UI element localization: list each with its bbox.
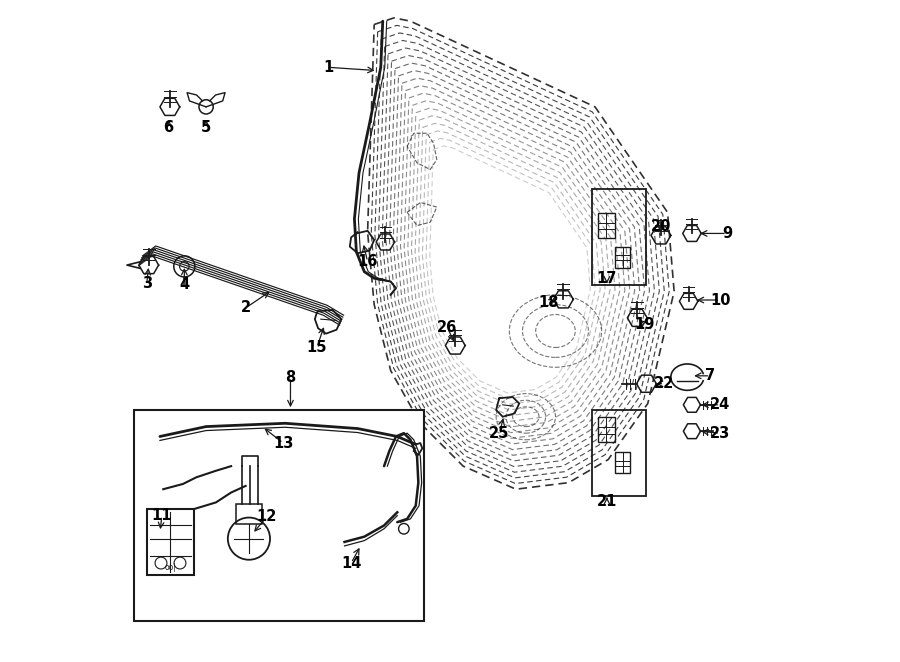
Text: 2: 2	[240, 301, 251, 315]
Bar	[591, 189, 646, 285]
Bar	[133, 410, 424, 621]
Text: 8: 8	[285, 369, 295, 385]
Text: 16: 16	[357, 254, 378, 269]
Text: 20: 20	[651, 219, 671, 234]
Text: 23: 23	[710, 426, 731, 441]
Text: 24: 24	[710, 397, 731, 412]
Bar	[598, 213, 615, 238]
Bar	[236, 504, 262, 524]
Bar	[616, 247, 630, 267]
Text: 3: 3	[141, 276, 152, 291]
Text: 12: 12	[256, 509, 277, 524]
Bar	[616, 452, 630, 473]
Bar	[598, 417, 615, 442]
Text: 7: 7	[706, 368, 716, 383]
Text: 22: 22	[654, 376, 674, 391]
Text: 21: 21	[597, 494, 617, 508]
Text: 18: 18	[538, 295, 559, 310]
Text: 6: 6	[163, 120, 173, 136]
Text: oo|: oo|	[165, 563, 176, 571]
Text: 26: 26	[437, 320, 457, 335]
Text: 5: 5	[201, 120, 212, 136]
Text: 13: 13	[273, 436, 293, 451]
Text: 25: 25	[490, 426, 509, 441]
Text: 1: 1	[323, 60, 333, 75]
Text: 15: 15	[307, 340, 327, 355]
Text: 17: 17	[597, 271, 617, 286]
Bar	[147, 509, 194, 575]
Text: 14: 14	[341, 555, 361, 571]
Text: 4: 4	[179, 277, 189, 293]
Text: 9: 9	[722, 226, 732, 241]
Bar	[591, 410, 646, 496]
Text: 19: 19	[634, 317, 654, 332]
Text: 11: 11	[152, 508, 172, 523]
Text: 10: 10	[710, 293, 731, 308]
